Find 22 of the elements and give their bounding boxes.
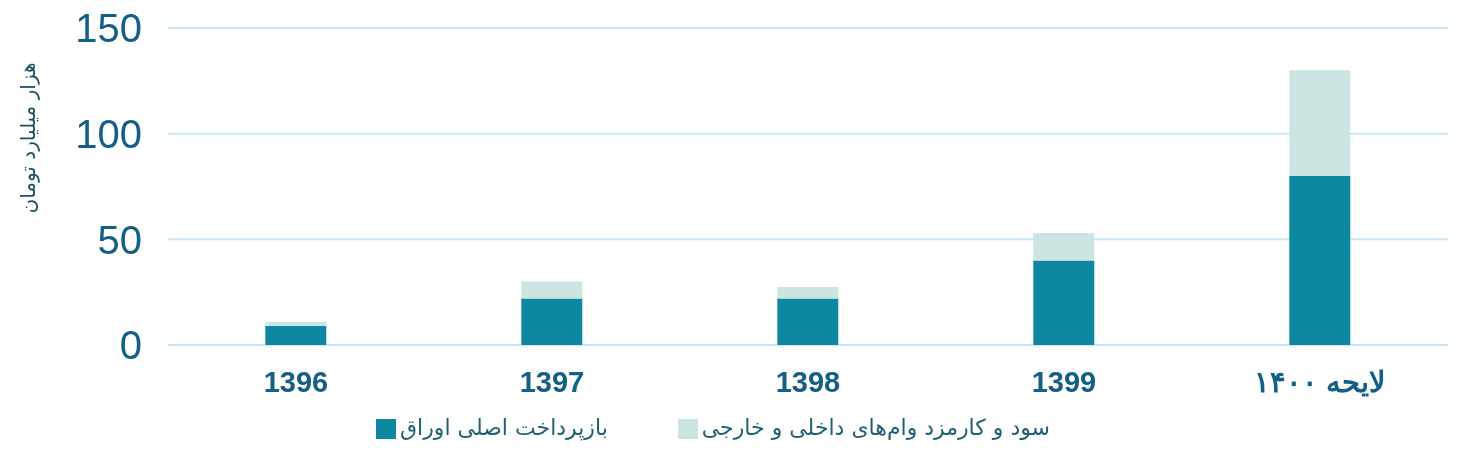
legend-label: بازپرداخت اصلی اوراق xyxy=(400,415,608,440)
bar xyxy=(265,325,327,345)
y-tick-label: 0 xyxy=(119,323,142,368)
x-tick-label: 1396 xyxy=(263,365,329,398)
y-axis-title: هزار میلیارد تومان xyxy=(16,62,40,214)
bar xyxy=(1289,175,1351,345)
x-tick-label: 1399 xyxy=(1031,365,1097,398)
y-tick-label: 100 xyxy=(75,111,142,156)
x-tick-label: 1398 xyxy=(775,365,841,398)
x-tick-label: 1397 xyxy=(519,365,585,398)
legend-label: سود و کارمزد وام‌های داخلی و خارجی xyxy=(701,415,1050,440)
bar xyxy=(521,298,583,345)
y-tick-label: 150 xyxy=(75,6,142,51)
bar xyxy=(777,286,839,299)
bar xyxy=(1289,70,1351,176)
bar xyxy=(521,281,583,299)
bar xyxy=(1033,232,1095,261)
x-tick-label: لایحه ۱۴۰۰ xyxy=(1253,365,1387,398)
bar xyxy=(1033,260,1095,345)
y-tick-label: 50 xyxy=(97,217,142,262)
bar xyxy=(265,321,327,326)
bar xyxy=(777,298,839,345)
